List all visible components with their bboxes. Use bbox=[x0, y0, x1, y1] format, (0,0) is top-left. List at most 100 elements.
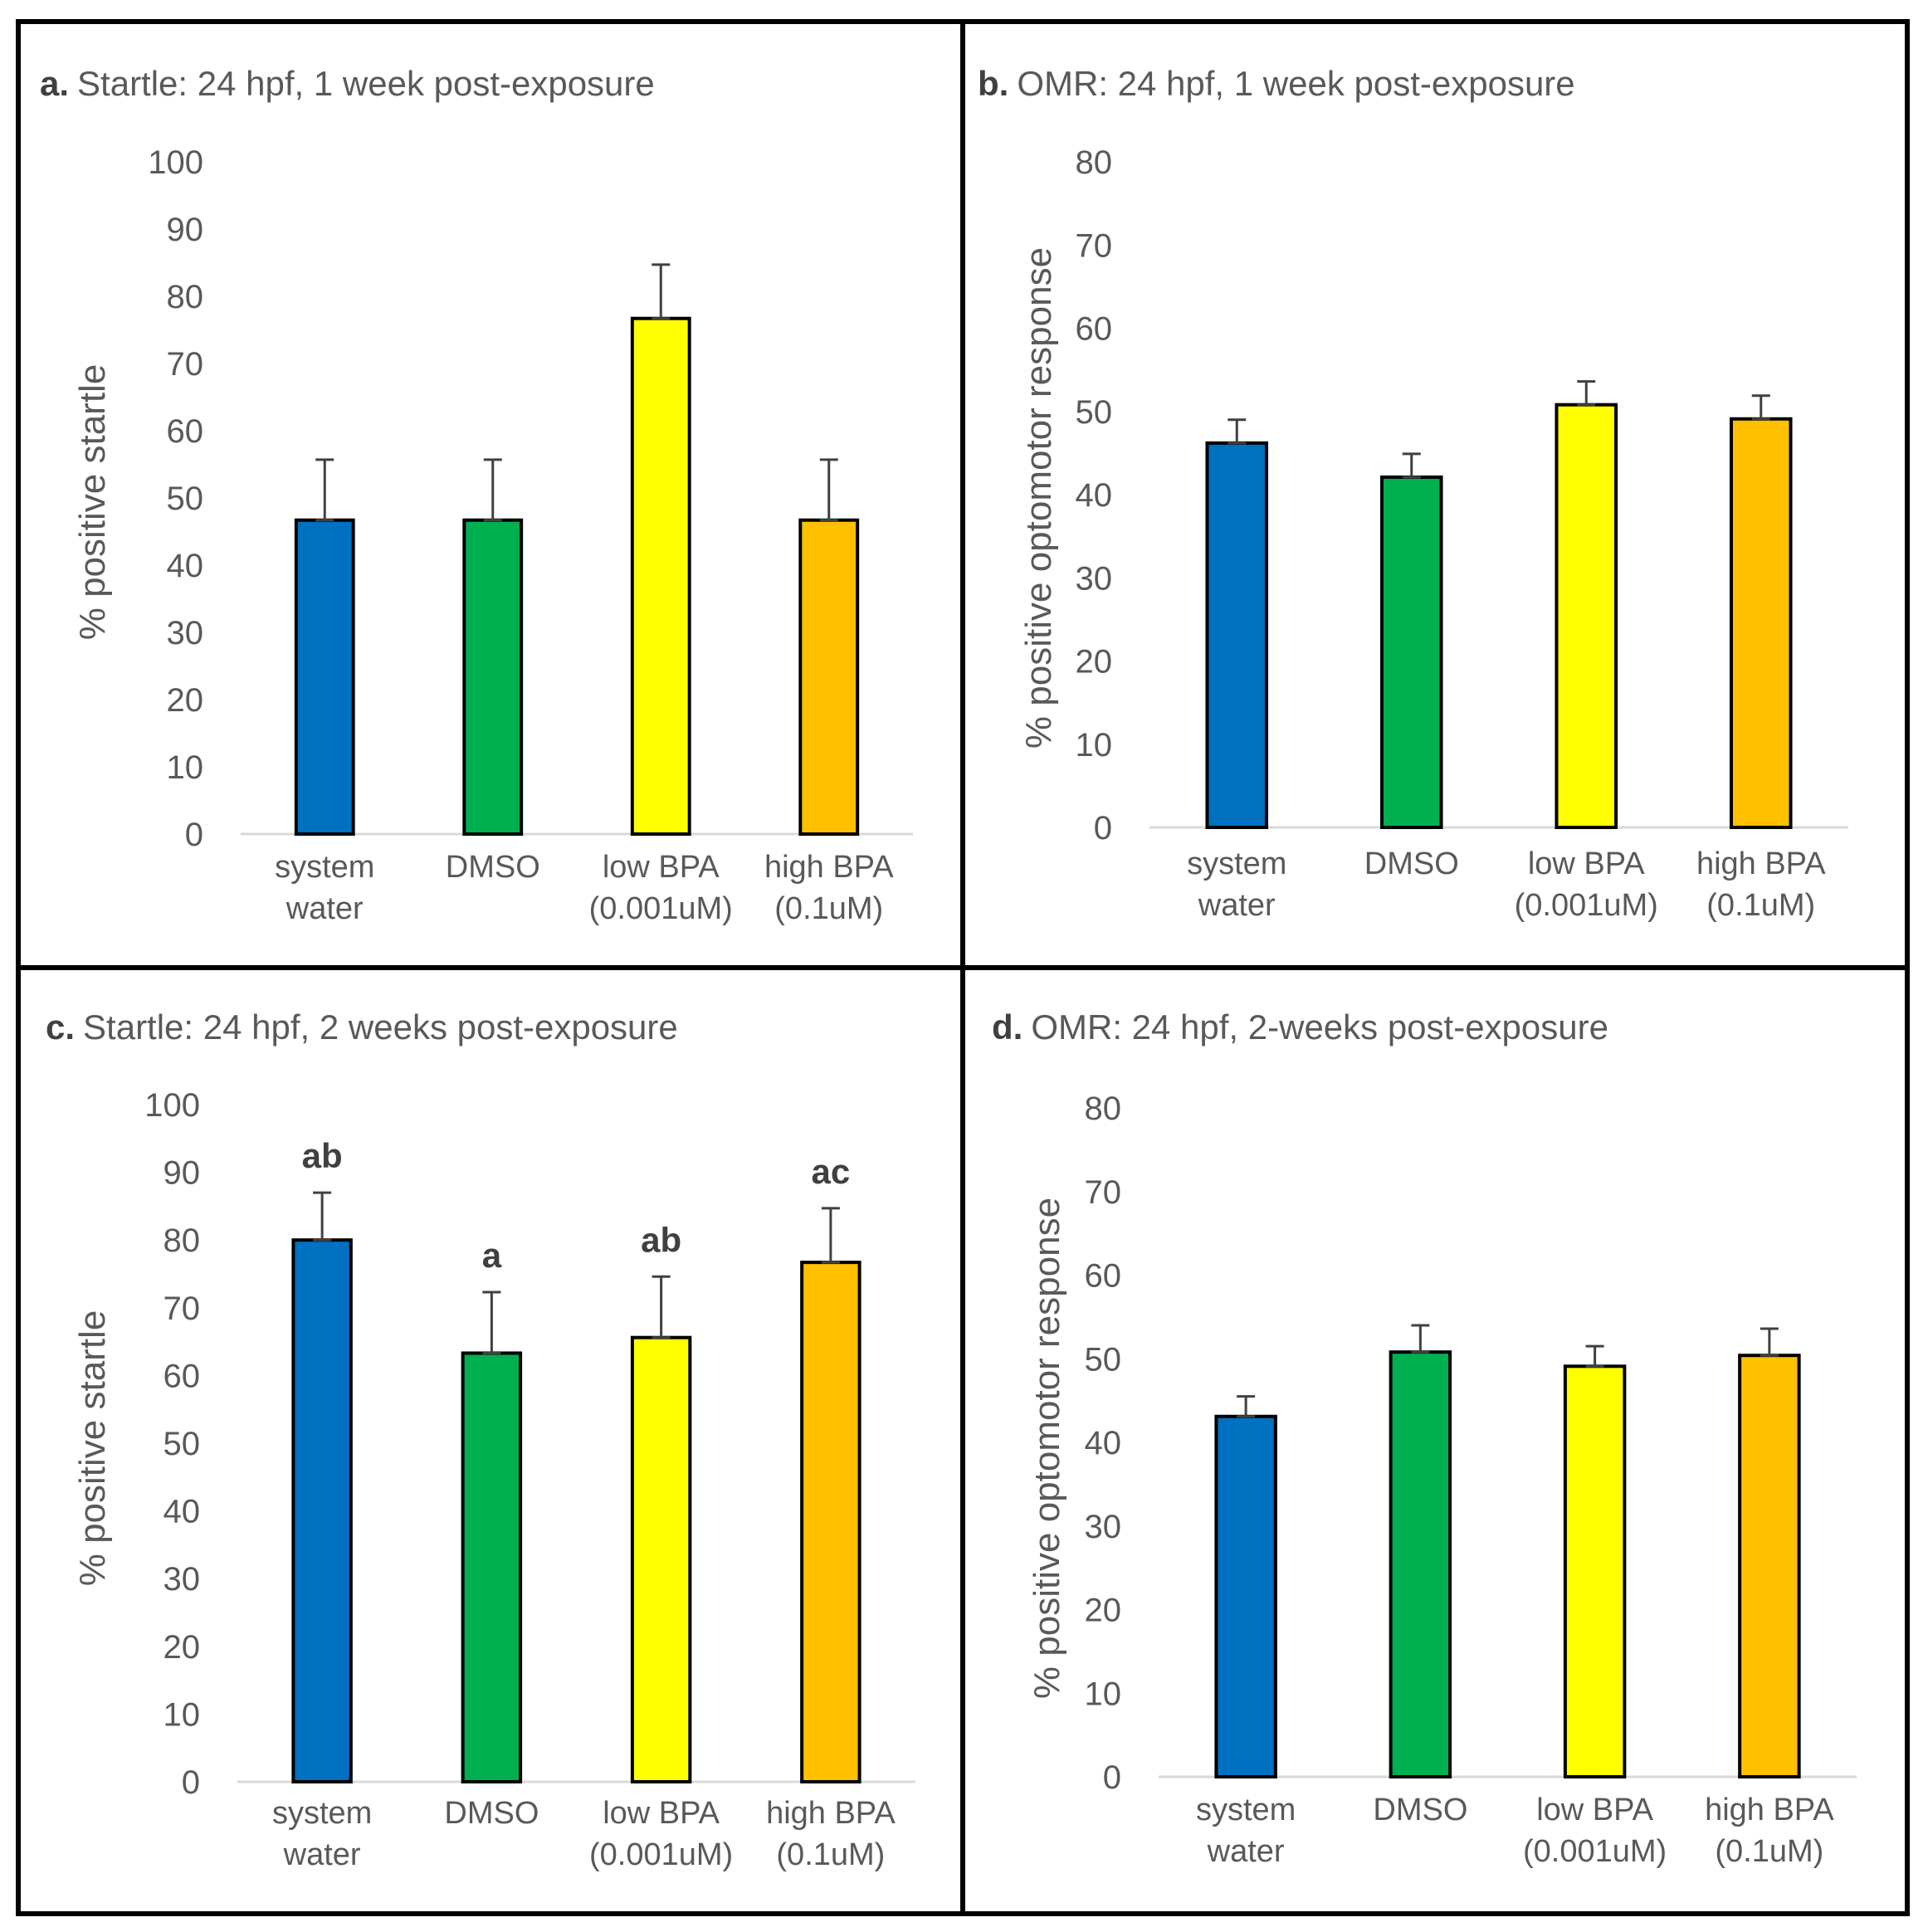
panel-letter: a. bbox=[40, 64, 69, 103]
y-tick-label: 80 bbox=[167, 279, 204, 315]
bar bbox=[1729, 417, 1793, 829]
x-tick-label: high BPA bbox=[764, 850, 894, 885]
y-tick-label: 80 bbox=[1076, 144, 1113, 181]
y-tick-label: 20 bbox=[167, 682, 204, 719]
y-tick-label: 20 bbox=[164, 1629, 201, 1666]
x-tick-label: DMSO bbox=[446, 850, 540, 885]
bar bbox=[1205, 441, 1269, 829]
bar bbox=[630, 1335, 692, 1783]
y-tick-label: 70 bbox=[1085, 1174, 1122, 1211]
x-tick-label: system bbox=[1196, 1793, 1296, 1827]
significance-label: ab bbox=[641, 1220, 681, 1259]
x-tick-label: system bbox=[275, 850, 374, 885]
y-tick-label: 90 bbox=[164, 1155, 201, 1192]
significance-label: ac bbox=[812, 1152, 851, 1191]
y-tick-label: 10 bbox=[164, 1696, 201, 1733]
bar bbox=[798, 518, 860, 836]
panel-title: Startle: 24 hpf, 1 week post-exposure bbox=[77, 64, 655, 103]
y-tick-label: 50 bbox=[167, 481, 204, 517]
y-axis-label: % positive startle bbox=[72, 1310, 113, 1587]
y-tick-label: 20 bbox=[1085, 1593, 1122, 1629]
chart-panel-c: c. Startle: 24 hpf, 2 weeks post-exposure… bbox=[16, 965, 965, 1916]
y-tick-label: 80 bbox=[1085, 1090, 1122, 1127]
panel-title: OMR: 24 hpf, 1 week post-exposure bbox=[1017, 64, 1574, 103]
y-tick-label: 10 bbox=[1085, 1676, 1122, 1712]
bar bbox=[1555, 402, 1618, 829]
x-tick-label: (0.1uM) bbox=[1706, 888, 1815, 923]
bar bbox=[1214, 1414, 1277, 1778]
x-tick-label: system bbox=[272, 1796, 372, 1831]
y-tick-label: 40 bbox=[1076, 477, 1113, 514]
y-tick-label: 0 bbox=[185, 817, 203, 853]
y-tick-label: 70 bbox=[167, 346, 204, 383]
x-tick-label: high BPA bbox=[766, 1796, 896, 1831]
bar bbox=[1389, 1350, 1452, 1778]
x-tick-label: low BPA bbox=[1536, 1793, 1653, 1827]
x-tick-label: (0.001uM) bbox=[589, 891, 733, 926]
x-tick-label: low BPA bbox=[1528, 846, 1645, 881]
y-tick-label: 70 bbox=[1076, 227, 1113, 264]
bar bbox=[462, 518, 524, 836]
panel-title: OMR: 24 hpf, 2-weeks post-exposure bbox=[1031, 1007, 1608, 1046]
x-tick-label: DMSO bbox=[1373, 1793, 1467, 1827]
y-tick-label: 100 bbox=[144, 1087, 200, 1124]
y-tick-label: 50 bbox=[1076, 394, 1113, 431]
y-tick-label: 40 bbox=[164, 1494, 201, 1530]
panel-letter: d. bbox=[992, 1007, 1023, 1046]
y-tick-label: 100 bbox=[148, 144, 203, 181]
y-tick-label: 50 bbox=[1085, 1341, 1122, 1378]
y-tick-label: 0 bbox=[182, 1764, 200, 1801]
x-tick-label: DMSO bbox=[1364, 846, 1459, 881]
y-tick-label: 50 bbox=[164, 1426, 201, 1462]
chart-panel-b: b. OMR: 24 hpf, 1 week post-exposure % pos… bbox=[960, 19, 1910, 970]
y-axis-label: % positive optomotor response bbox=[1018, 247, 1059, 749]
y-tick-label: 60 bbox=[167, 413, 204, 450]
x-tick-label: (0.1uM) bbox=[776, 1837, 885, 1872]
y-tick-label: 20 bbox=[1076, 644, 1113, 681]
bar bbox=[294, 518, 355, 836]
y-tick-label: 90 bbox=[167, 212, 204, 248]
x-tick-label: high BPA bbox=[1696, 846, 1826, 881]
y-tick-label: 30 bbox=[1085, 1509, 1122, 1545]
x-tick-label: system bbox=[1187, 846, 1286, 881]
x-tick-label: low BPA bbox=[603, 850, 720, 885]
panel-title: Startle: 24 hpf, 2 weeks post-exposure bbox=[83, 1007, 678, 1046]
chart-panel-a: a. Startle: 24 hpf, 1 week post-exposure%… bbox=[16, 19, 965, 970]
x-tick-label: (0.001uM) bbox=[589, 1837, 733, 1872]
y-axis-label: % positive startle bbox=[72, 364, 113, 641]
x-tick-label: water bbox=[1207, 1834, 1285, 1869]
bar bbox=[630, 316, 691, 837]
x-tick-label: (0.001uM) bbox=[1523, 1834, 1667, 1869]
chart-panel-d: d. OMR: 24 hpf, 2-weeks post-exposure % po… bbox=[960, 965, 1910, 1916]
y-tick-label: 60 bbox=[1076, 311, 1113, 348]
x-tick-label: low BPA bbox=[603, 1796, 720, 1831]
panel-border bbox=[960, 965, 1910, 1916]
y-tick-label: 60 bbox=[164, 1358, 201, 1394]
y-tick-label: 30 bbox=[1076, 560, 1113, 597]
y-tick-label: 30 bbox=[164, 1561, 201, 1598]
x-tick-label: high BPA bbox=[1705, 1793, 1834, 1827]
panel-letter: b. bbox=[978, 64, 1008, 103]
y-axis-label: % positive optomotor response bbox=[1027, 1198, 1067, 1699]
x-tick-label: water bbox=[1198, 888, 1276, 923]
x-tick-label: (0.1uM) bbox=[1715, 1834, 1823, 1869]
significance-label: a bbox=[482, 1236, 502, 1275]
chart-title: b. OMR: 24 hpf, 1 week post-exposure bbox=[978, 64, 1575, 103]
bar bbox=[1379, 475, 1443, 829]
y-tick-label: 30 bbox=[167, 615, 204, 651]
x-tick-label: water bbox=[283, 1837, 361, 1872]
bar bbox=[461, 1351, 523, 1784]
y-tick-label: 10 bbox=[167, 749, 204, 786]
bar bbox=[1563, 1364, 1627, 1778]
chart-title: d. OMR: 24 hpf, 2-weeks post-exposure bbox=[992, 1007, 1608, 1046]
y-tick-label: 60 bbox=[1085, 1258, 1122, 1295]
significance-label: ab bbox=[302, 1136, 343, 1175]
chart-title: a. Startle: 24 hpf, 1 week post-exposure bbox=[40, 64, 655, 103]
y-tick-label: 0 bbox=[1103, 1759, 1121, 1796]
y-tick-label: 70 bbox=[164, 1290, 201, 1327]
x-tick-label: (0.1uM) bbox=[774, 891, 883, 926]
x-tick-label: water bbox=[286, 891, 364, 926]
bar bbox=[1738, 1354, 1801, 1778]
x-tick-label: (0.001uM) bbox=[1515, 888, 1658, 923]
